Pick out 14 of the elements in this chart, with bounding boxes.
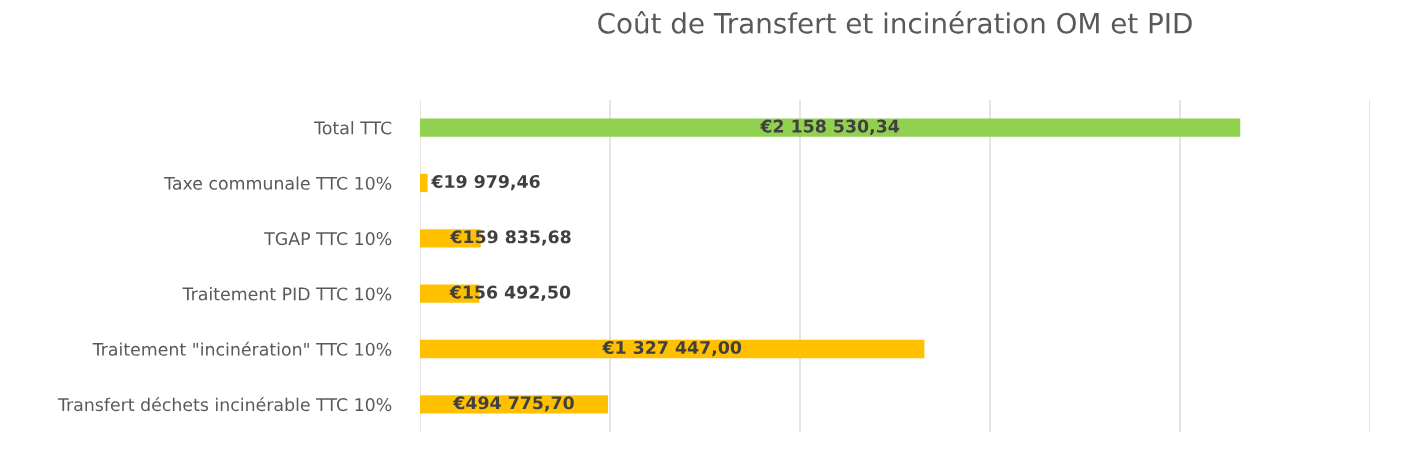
y-tick-label: Transfert déchets incinérable TTC 10%: [57, 397, 392, 412]
data-label: €2 158 530,34: [760, 119, 900, 135]
y-tick-label: Taxe communale TTC 10%: [164, 176, 392, 190]
bar: [420, 118, 1241, 137]
y-tick-label: TGAP TTC 10%: [264, 232, 392, 246]
bar: [420, 173, 428, 193]
bar: [420, 339, 925, 359]
y-tick-label: Traitement PID TTC 10%: [182, 287, 392, 301]
data-label: €1 327 447,00: [602, 340, 742, 357]
y-tick-label: Traitement "incinération" TTC 10%: [92, 341, 392, 356]
data-label: €19 979,46: [431, 174, 540, 191]
data-label: €494 775,70: [453, 396, 574, 412]
chart-title: Coût de Transfert et incinération OM et PID: [598, 11, 1192, 34]
y-tick-label: Total TTC: [314, 121, 392, 135]
